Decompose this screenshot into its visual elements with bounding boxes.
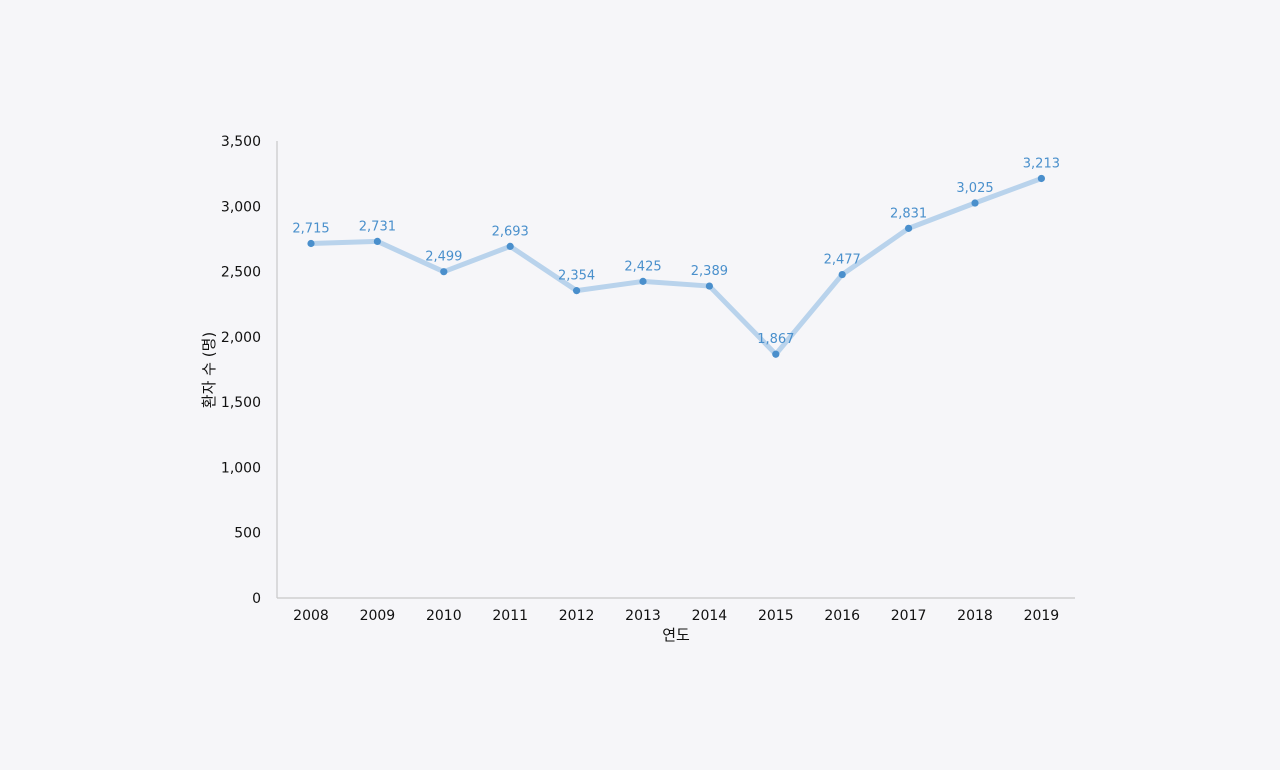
y-tick-label: 500 — [234, 526, 261, 542]
x-tick-label: 2010 — [426, 608, 462, 624]
data-point — [705, 282, 714, 290]
y-axis-title: 환자 수 (명) — [200, 332, 218, 408]
x-tick-label: 2016 — [824, 608, 860, 624]
y-tick-label: 3,000 — [221, 199, 261, 215]
y-tick-label: 3,500 — [221, 134, 261, 150]
data-point — [971, 199, 979, 207]
x-axis-title: 연도 — [662, 626, 690, 644]
x-axis: 2008 2009 2010 2011 2012 2013 2014 2015 2016 2017… — [277, 597, 1075, 624]
data-point — [506, 242, 514, 250]
y-axis: 0 500 1,000 1,500 2,000 2,500 3,000 3,500 — [221, 134, 278, 607]
data-point — [905, 224, 913, 232]
y-tick-label: 2,000 — [221, 330, 261, 346]
data-points — [307, 174, 1045, 358]
y-tick-label: 2,500 — [221, 265, 261, 281]
data-label: 2,831 — [890, 206, 927, 221]
x-tick-label: 2011 — [492, 608, 528, 624]
data-labels: 2,715 2,731 2,499 2,693 2,354 2,425 2,389 1,867… — [292, 156, 1060, 347]
x-tick-label: 2009 — [360, 608, 396, 624]
series-polyline — [308, 175, 1044, 357]
y-tick-label: 1,500 — [221, 395, 261, 411]
y-tick-label: 1,000 — [221, 460, 261, 476]
x-tick-label: 2015 — [758, 608, 794, 624]
x-tick-label: 2013 — [625, 608, 661, 624]
data-point — [838, 270, 846, 279]
x-tick-label: 2019 — [1024, 608, 1060, 624]
data-label: 2,477 — [824, 253, 861, 268]
data-label: 2,693 — [492, 224, 529, 239]
x-tick-label: 2008 — [293, 608, 329, 624]
y-tick-label: 0 — [252, 591, 261, 607]
data-point — [573, 287, 581, 295]
x-tick-label: 2014 — [692, 608, 728, 624]
x-tick-label: 2012 — [559, 608, 595, 624]
data-point — [373, 237, 381, 246]
data-label: 3,025 — [956, 181, 993, 196]
data-label: 2,425 — [624, 259, 661, 274]
data-label: 2,499 — [425, 250, 462, 265]
series-line — [308, 175, 1044, 357]
data-point — [639, 277, 647, 285]
data-point — [1037, 174, 1045, 183]
data-label: 2,715 — [292, 221, 329, 236]
data-label: 2,389 — [691, 264, 728, 279]
data-label: 3,213 — [1023, 156, 1060, 171]
data-point — [307, 239, 315, 248]
x-tick-label: 2017 — [891, 608, 927, 624]
data-label: 2,731 — [359, 219, 396, 234]
x-tick-label: 2018 — [957, 608, 993, 624]
data-label: 1,867 — [757, 332, 794, 347]
data-point — [440, 268, 448, 276]
data-label: 2,354 — [558, 269, 595, 284]
data-point — [772, 350, 780, 358]
